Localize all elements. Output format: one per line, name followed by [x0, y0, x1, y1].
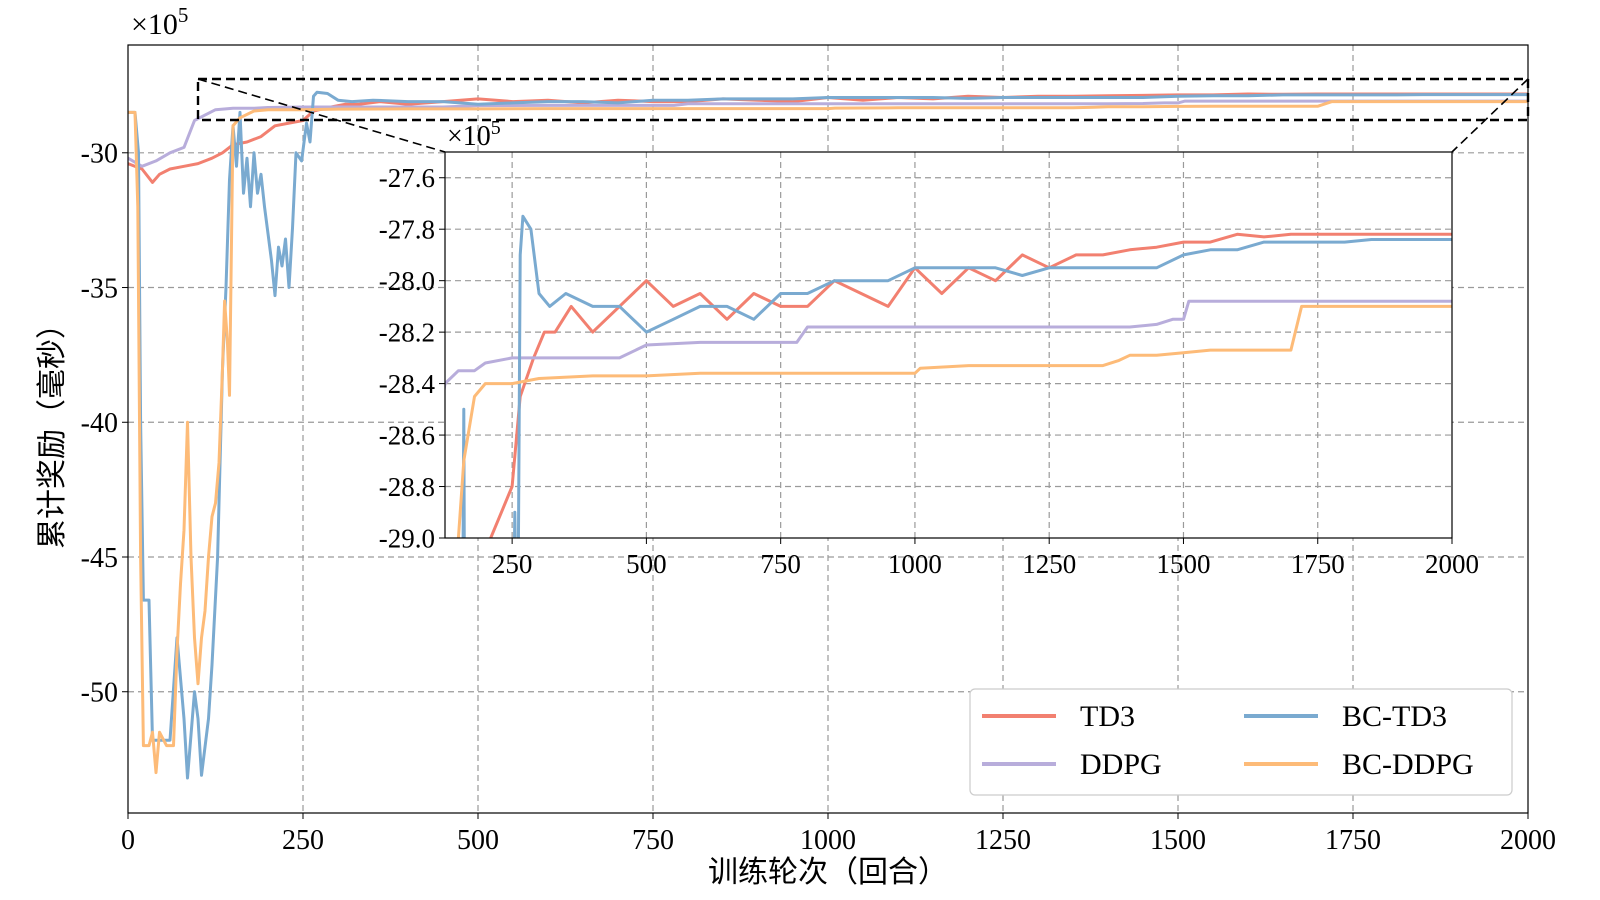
inset-y-tick-label: -28.2	[379, 318, 435, 348]
inset-y-tick-label: -28.4	[379, 369, 436, 399]
x-tick-label: 250	[282, 825, 324, 856]
inset-y-multiplier: ×105	[447, 117, 501, 152]
inset-y-tick-label: -29.0	[379, 523, 435, 553]
x-tick-label: 1250	[975, 825, 1031, 856]
inset-series-line-bc-td3	[456, 214, 1452, 538]
inset-x-tick-label: 750	[760, 549, 801, 579]
inset-x-axis-ticks: 250 500 750 1000 1250 1500 1750 2000	[492, 538, 1479, 579]
legend-label-bc-ddpg: BC-DDPG	[1342, 748, 1474, 781]
legend-box	[969, 688, 1513, 796]
zoom-connector-left	[197, 78, 446, 153]
x-tick-label: 500	[457, 825, 499, 856]
inset-y-tick-label: -27.8	[379, 215, 435, 245]
y-tick-label: -35	[81, 273, 118, 304]
inset-x-tick-label: 500	[626, 549, 667, 579]
x-tick-label: 1500	[1150, 825, 1206, 856]
inset-y-tick-label: -28.0	[379, 266, 435, 296]
inset-series	[445, 214, 1452, 538]
inset-series-line-bc-ddpg	[456, 304, 1452, 538]
inset-plot-area	[445, 152, 1452, 538]
zoom-region-box	[196, 77, 1530, 122]
legend-label-ddpg: DDPG	[1080, 748, 1162, 781]
inset-x-tick-label: 1250	[1022, 549, 1076, 579]
y-multiplier: ×105	[131, 3, 188, 41]
legend: TD3 DDPG BC-TD3 BC-DDPG	[969, 688, 1513, 796]
inset-grid	[445, 152, 1452, 538]
inset-x-tick-label: 250	[492, 549, 533, 579]
x-axis-ticks: 0 250 500 750 1000 1250 1500 1750 2000	[121, 813, 1556, 856]
series-line-ddpg	[128, 99, 1528, 168]
main-series	[128, 90, 1528, 780]
x-axis-label: 训练轮次（回合）	[708, 856, 948, 889]
x-tick-label: 1750	[1325, 825, 1381, 856]
inset-series-line-ddpg	[445, 299, 1452, 394]
x-tick-label: 0	[121, 825, 135, 856]
inset-x-tick-label: 1500	[1156, 549, 1210, 579]
inset-frame	[444, 151, 1453, 539]
y-tick-label: -30	[81, 139, 118, 170]
x-tick-label: 2000	[1500, 825, 1556, 856]
x-tick-label: 1000	[800, 825, 856, 856]
y-tick-label: -45	[81, 543, 118, 574]
y-axis-label: 累计奖励（毫秒）	[36, 309, 69, 549]
inset-x-tick-label: 1000	[888, 549, 942, 579]
x-tick-label: 750	[632, 825, 674, 856]
series-line-bc-ddpg	[128, 100, 1528, 775]
inset-series-line-td3	[489, 232, 1452, 538]
zoom-connector-right	[1451, 78, 1529, 153]
y-tick-label: -50	[81, 678, 118, 709]
inset-y-axis-ticks: -27.6 -27.8 -28.0 -28.2 -28.4 -28.6 -28.8 -29.0	[379, 163, 445, 553]
y-tick-label: -40	[81, 408, 118, 439]
inset-x-tick-label: 1750	[1291, 549, 1345, 579]
legend-label-bc-td3: BC-TD3	[1342, 700, 1447, 733]
legend-label-td3: TD3	[1080, 700, 1135, 733]
inset-x-tick-label: 2000	[1425, 549, 1479, 579]
y-axis-ticks: -30 -35 -40 -45 -50	[81, 139, 128, 709]
inset-y-tick-label: -27.6	[379, 163, 435, 193]
series-line-bc-td3	[128, 90, 1528, 780]
inset-y-tick-label: -28.6	[379, 421, 435, 451]
inset-y-tick-label: -28.8	[379, 472, 435, 502]
